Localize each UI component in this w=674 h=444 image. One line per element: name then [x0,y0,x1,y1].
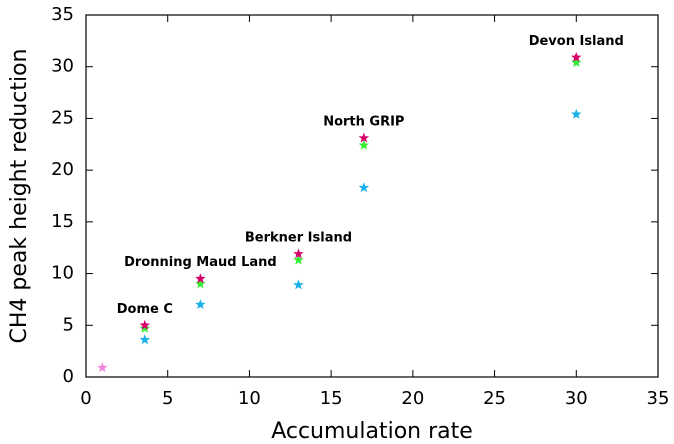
star-point [571,57,582,67]
x-tick-label: 5 [162,388,173,409]
y-tick-label: 20 [51,159,74,180]
x-tick-label: 25 [483,388,506,409]
x-tick-label: 10 [238,388,261,409]
plot-frame [85,14,659,378]
y-tick-label: 5 [63,314,74,335]
star-point [293,279,304,290]
x-axis-label: Accumulation rate [271,419,473,444]
star-point [97,362,108,373]
star-point [358,139,370,150]
star-point [571,51,582,62]
x-tick-label: 0 [80,388,91,409]
y-tick-label: 25 [51,107,74,128]
star-point [195,273,206,284]
star-point [293,248,304,259]
star-point [139,319,151,330]
x-tick-label: 30 [565,388,588,409]
annotation: Devon Island [529,34,624,49]
star-point [358,182,370,193]
annotation: North GRIP [323,115,404,130]
y-axis-label: CH4 peak height reduction [7,49,32,344]
annotation: Dome C [117,302,173,317]
star-point [195,299,206,309]
y-tick-label: 30 [51,56,74,77]
star-point [358,132,370,143]
y-tick-label: 15 [51,211,74,232]
annotation: Dronning Maud Land [124,255,277,270]
star-point [139,334,151,345]
star-point [293,254,304,265]
y-tick-label: 10 [51,263,74,284]
y-tick-label: 0 [63,366,74,387]
x-tick-label: 20 [401,388,424,409]
x-tick-label: 15 [320,388,343,409]
star-point [195,278,206,289]
x-tick-label: 35 [647,388,670,409]
star-point [139,322,151,333]
star-point [571,108,582,119]
y-tick-label: 35 [51,4,74,25]
annotation: Berkner Island [245,230,352,245]
